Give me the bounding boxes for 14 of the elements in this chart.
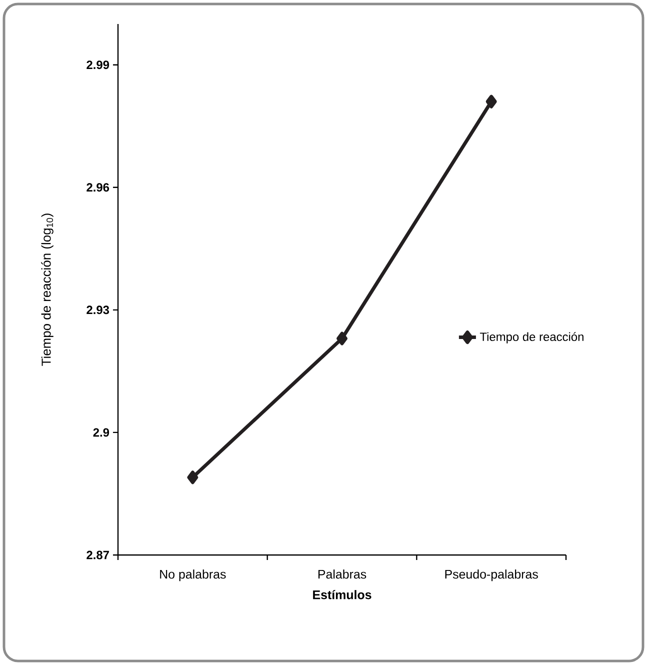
point bbox=[336, 332, 348, 346]
x-axis-title: Estímulos bbox=[313, 590, 372, 600]
legend-label: Tiempo de reacción bbox=[480, 332, 584, 344]
y-tick-label: 2.96 bbox=[86, 183, 110, 192]
y-tick-label: 2.99 bbox=[86, 60, 110, 70]
y-tick-label: 2.87 bbox=[86, 550, 109, 560]
x-tick-label: No palabras bbox=[160, 570, 226, 582]
x-tick-label: Palabras bbox=[318, 570, 366, 579]
point bbox=[486, 94, 497, 108]
y-axis-title: Tiempo de reacción (log$_{10}$) bbox=[41, 214, 54, 366]
y-tick-label: 2.9 bbox=[93, 428, 110, 437]
point bbox=[187, 470, 198, 484]
y-tick-label: 2.93 bbox=[86, 306, 110, 314]
x-tick-label: Pseudo-palabras bbox=[445, 570, 538, 582]
